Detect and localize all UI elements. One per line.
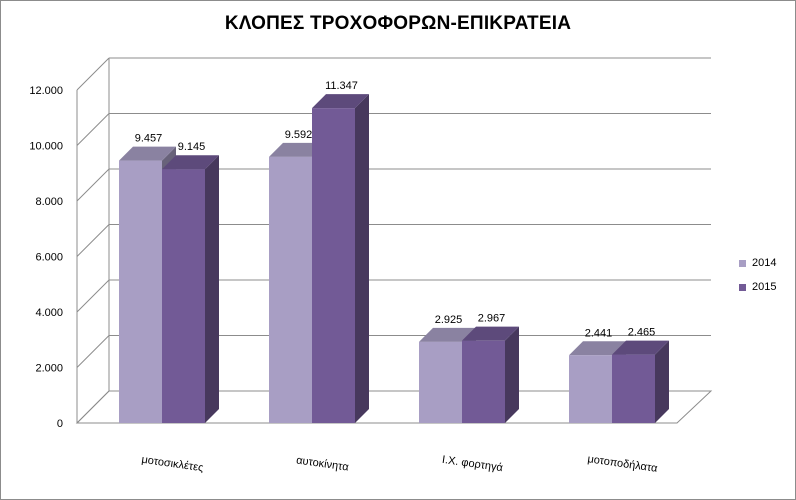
legend-swatch-2014 (739, 259, 746, 267)
data-label: 11.347 (325, 80, 358, 92)
bar-side-2015-2 (505, 326, 519, 423)
y-tick-label: 2.000 (35, 363, 63, 375)
data-label: 2.925 (435, 314, 463, 326)
bar-top-2015-1 (312, 94, 369, 109)
data-label: 2.967 (478, 313, 506, 325)
bar-2015-μοτοσικλέτες (162, 169, 205, 423)
bar-2014-μοτοσικλέτες (119, 160, 162, 424)
x-tick-label: Ι.Χ. φορτηγά (441, 454, 504, 474)
bar-2015-μοτοποδήλατα (612, 354, 655, 423)
bar-top-2014-0 (119, 146, 176, 161)
data-label: 2.441 (585, 327, 613, 339)
legend-swatch-2015 (739, 283, 746, 291)
y-tick-label: 10.000 (29, 141, 63, 153)
chart-title: ΚΛΟΠΕΣ ΤΡΟΧΟΦΟΡΩΝ-ΕΠΙΚΡΑΤΕΙΑ (224, 13, 572, 34)
gridline-side (76, 113, 110, 146)
bar-top-2014-2 (419, 327, 476, 342)
data-label: 2.465 (628, 327, 656, 339)
bar-top-2015-3 (612, 340, 669, 355)
gridline-side (76, 335, 110, 368)
bar-top-2014-1 (269, 142, 326, 157)
x-tick-label: αυτοκίνητα (295, 454, 350, 473)
legend-item-2014: 2014 (739, 251, 776, 275)
x-tick-label: μοτοσικλέτες (141, 454, 204, 475)
bar-side-2015-1 (355, 94, 369, 423)
legend-label-2014: 2014 (752, 257, 777, 269)
bar-2014-μοτοποδήλατα (569, 355, 612, 423)
gridline-side (76, 168, 110, 202)
legend: 2014 2015 (739, 251, 776, 299)
bar-top-2015-2 (462, 326, 519, 341)
legend-item-2015: 2015 (739, 275, 776, 299)
legend-label-2015: 2015 (752, 281, 777, 293)
bar-2014-αυτοκίνητα (269, 156, 312, 423)
gridline-side (76, 224, 110, 257)
bar-top-2015-0 (162, 155, 219, 170)
gridline-side (76, 57, 110, 91)
gridline-side (76, 390, 110, 424)
bar-2015-αυτοκίνητα (312, 108, 355, 423)
bar-side-2015-0 (205, 155, 219, 423)
bar-2015-Ι.Χ. φορτηγά (462, 340, 505, 423)
bar-2014-Ι.Χ. φορτηγά (419, 341, 462, 423)
x-tick-label: μοτοποδήλατα (587, 453, 659, 475)
data-label: 9.457 (135, 133, 163, 145)
bar-side-2015-3 (655, 340, 669, 423)
y-tick-label: 0 (57, 418, 63, 430)
y-tick-label: 12.000 (29, 85, 63, 97)
y-tick-label: 8.000 (35, 196, 63, 208)
bar-top-2014-3 (569, 341, 626, 356)
gridline-side (76, 279, 110, 313)
data-label: 9.145 (178, 141, 206, 153)
y-tick-label: 6.000 (35, 252, 63, 264)
y-tick-label: 4.000 (35, 307, 63, 319)
data-label: 9.592 (285, 129, 313, 141)
